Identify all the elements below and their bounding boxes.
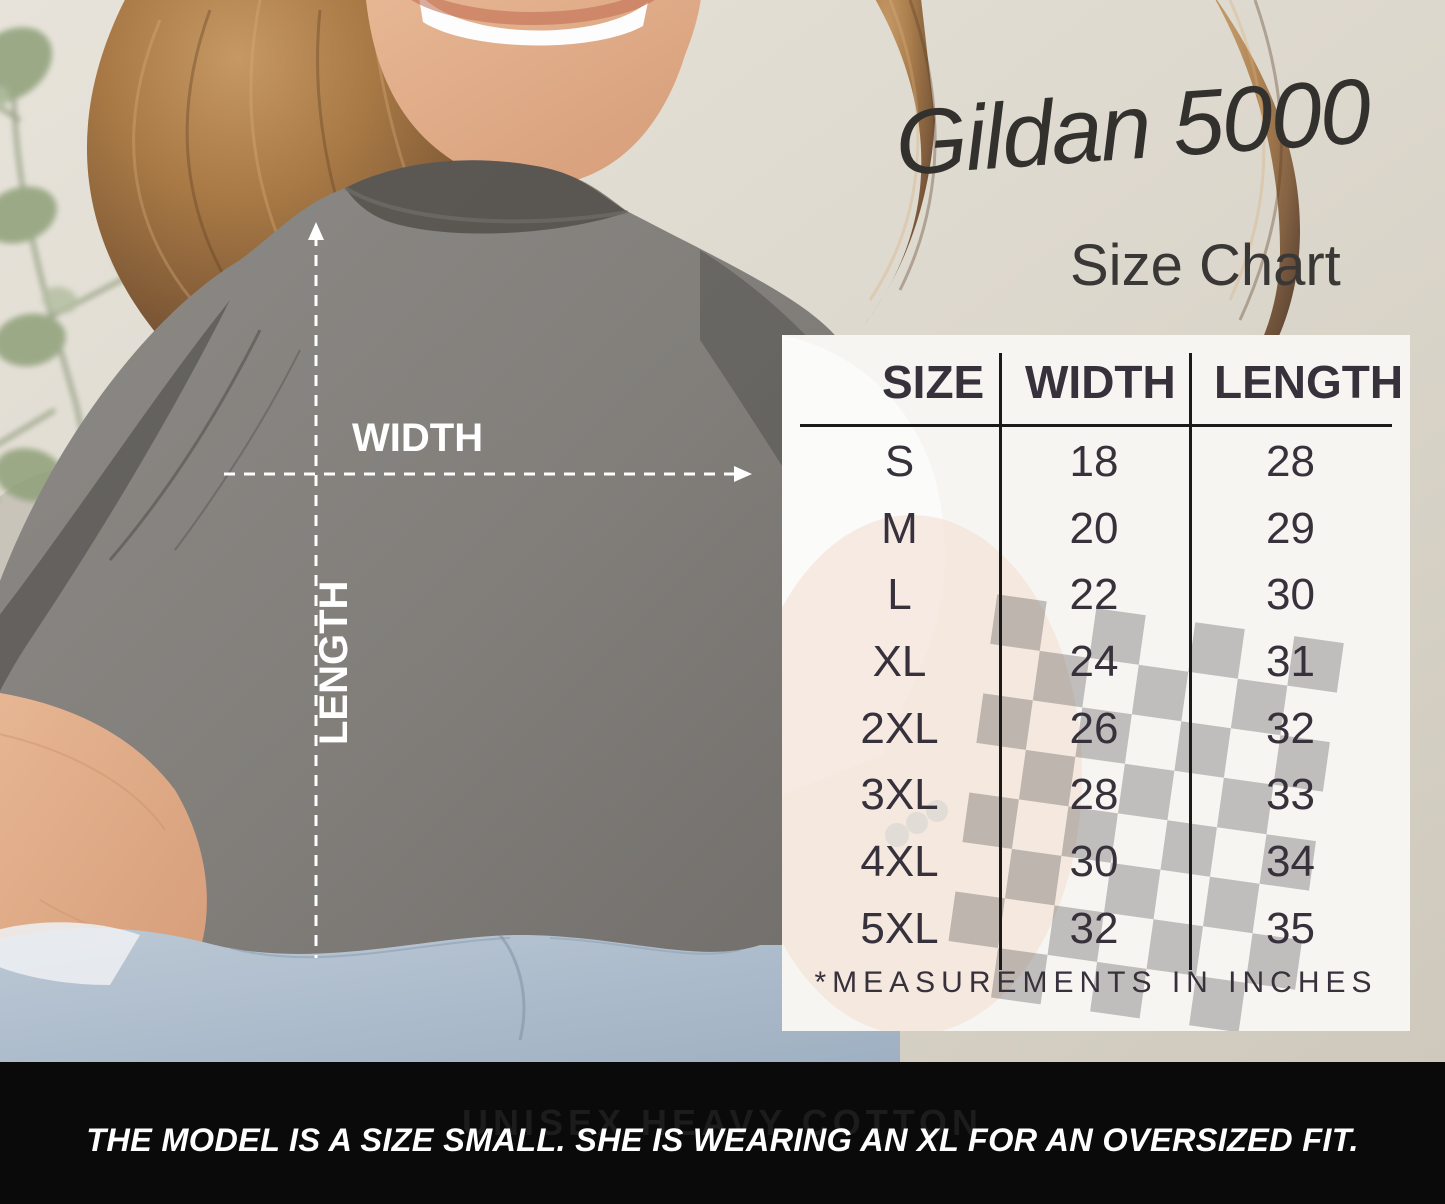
svg-text:LENGTH: LENGTH: [312, 581, 356, 745]
svg-text:WIDTH: WIDTH: [352, 416, 483, 460]
svg-text:Gildan 5000: Gildan 5000: [892, 60, 1374, 195]
